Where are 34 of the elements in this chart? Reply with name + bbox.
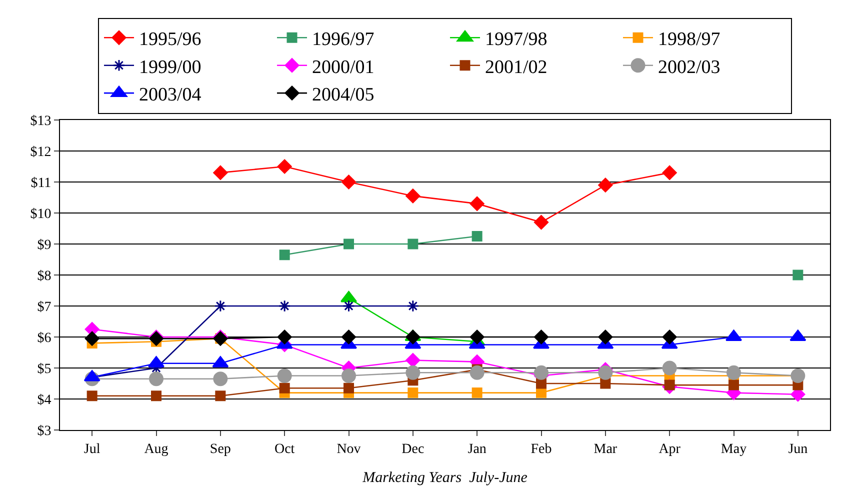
x-tick-label: Feb xyxy=(530,442,552,457)
y-tick-label: $5 xyxy=(37,362,52,377)
x-tick-label: Sep xyxy=(210,442,231,457)
x-tick-label: Aug xyxy=(144,442,168,457)
y-tick-label: $7 xyxy=(37,300,52,315)
x-tick-label: Nov xyxy=(336,442,361,457)
y-tick-label: $10 xyxy=(30,206,52,222)
y-tick-label: $13 xyxy=(30,114,52,129)
legend-label: 2003/04 xyxy=(139,84,202,106)
legend-label: 2004/05 xyxy=(312,84,374,106)
legend-label: 1996/97 xyxy=(312,29,374,50)
legend-label: 1997/98 xyxy=(485,29,548,50)
legend-label: 2001/02 xyxy=(485,56,548,78)
x-tick-label: Dec xyxy=(402,442,424,457)
y-tick-label: $6 xyxy=(37,330,52,346)
legend-label: 2000/01 xyxy=(312,56,374,78)
legend-label: 1995/96 xyxy=(139,29,202,50)
x-axis-title: Marketing Years July-June xyxy=(362,470,528,486)
x-tick-label: Oct xyxy=(274,442,295,457)
x-tick-label: Jul xyxy=(84,442,100,457)
x-tick-label: Jun xyxy=(788,442,808,457)
y-tick-label: $9 xyxy=(37,238,52,253)
legend-label: 1999/00 xyxy=(139,56,202,78)
x-tick-label: Apr xyxy=(658,442,681,457)
y-tick-label: $11 xyxy=(30,176,52,191)
x-tick-label: Jan xyxy=(468,442,486,457)
y-tick-label: $3 xyxy=(37,424,52,439)
x-tick-label: Mar xyxy=(594,442,618,457)
legend-label: 2002/03 xyxy=(658,56,720,78)
y-tick-label: $12 xyxy=(30,144,52,160)
y-tick-label: $8 xyxy=(37,268,52,284)
x-tick-label: May xyxy=(720,442,747,457)
legend-label: 1998/97 xyxy=(658,29,720,50)
y-tick-label: $4 xyxy=(37,392,52,408)
